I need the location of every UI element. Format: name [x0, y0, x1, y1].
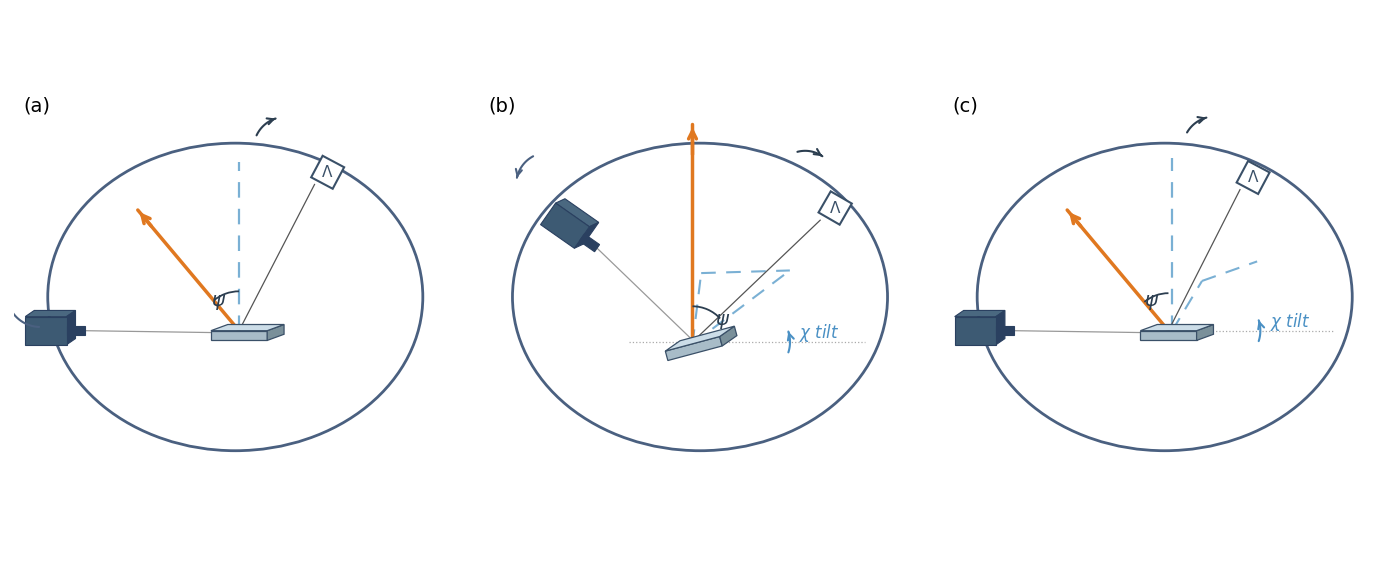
Polygon shape: [955, 316, 995, 345]
Text: $\Lambda$: $\Lambda$: [322, 164, 333, 180]
Polygon shape: [819, 191, 851, 225]
Polygon shape: [556, 199, 599, 226]
Polygon shape: [211, 330, 267, 341]
Text: $\chi$ tilt: $\chi$ tilt: [799, 322, 840, 344]
Polygon shape: [67, 310, 76, 345]
Text: $\chi$ tilt: $\chi$ tilt: [1270, 311, 1310, 333]
Polygon shape: [25, 316, 67, 345]
Polygon shape: [540, 203, 589, 248]
Polygon shape: [267, 324, 284, 341]
Polygon shape: [665, 326, 735, 351]
Text: $\psi$: $\psi$: [715, 312, 729, 331]
Text: (b): (b): [489, 96, 515, 115]
Polygon shape: [311, 156, 344, 189]
Polygon shape: [1197, 324, 1214, 341]
Polygon shape: [955, 310, 1005, 316]
Polygon shape: [574, 223, 599, 248]
Polygon shape: [580, 234, 599, 252]
Polygon shape: [665, 337, 722, 361]
Text: (c): (c): [953, 96, 979, 115]
Text: (a): (a): [24, 96, 50, 115]
Polygon shape: [995, 326, 1015, 336]
Text: $\Lambda$: $\Lambda$: [1247, 170, 1259, 185]
Text: $\psi$: $\psi$: [211, 293, 225, 312]
Polygon shape: [995, 310, 1005, 345]
Polygon shape: [720, 326, 736, 346]
Polygon shape: [211, 324, 284, 330]
Polygon shape: [1141, 324, 1214, 330]
Polygon shape: [67, 326, 85, 336]
Polygon shape: [1236, 161, 1270, 194]
Polygon shape: [1141, 330, 1197, 341]
Polygon shape: [25, 310, 76, 316]
Text: $\Lambda$: $\Lambda$: [829, 200, 841, 216]
Text: $\psi$: $\psi$: [1144, 293, 1159, 312]
